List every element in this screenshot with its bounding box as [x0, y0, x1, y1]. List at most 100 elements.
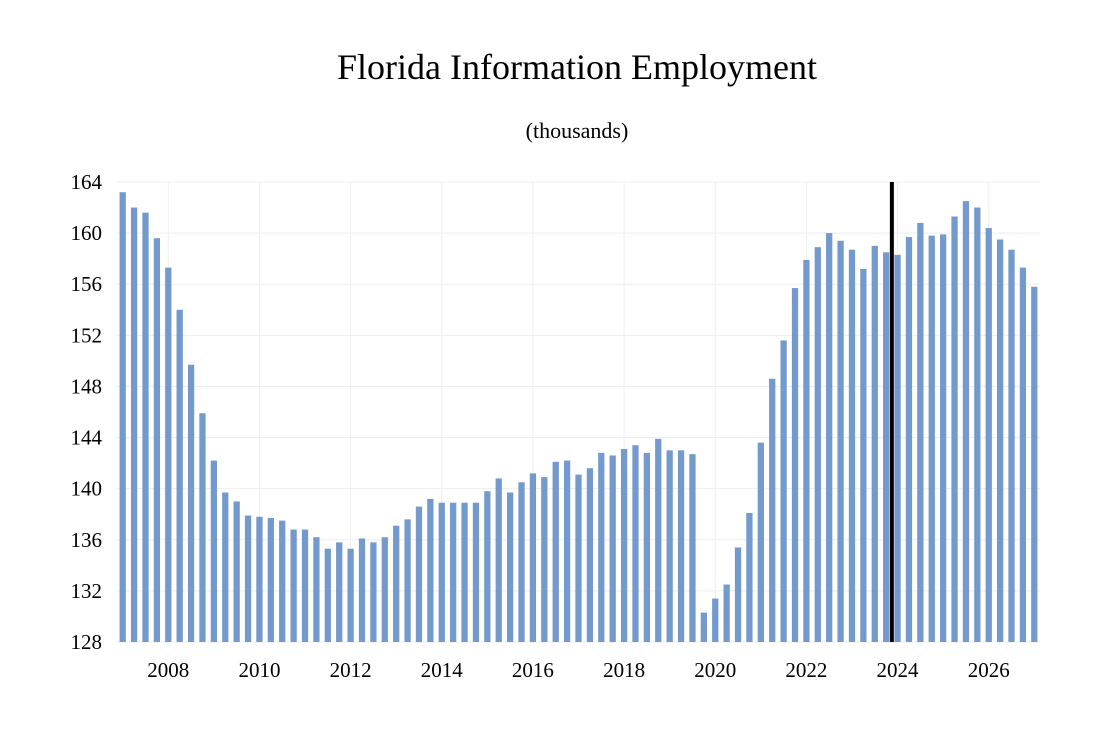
bar [370, 542, 377, 642]
bar [484, 491, 491, 642]
bar [153, 238, 161, 642]
x-tick-label: 2020 [694, 658, 736, 682]
bar [871, 245, 878, 642]
bar [677, 450, 685, 642]
bar [1019, 267, 1027, 642]
x-tick-label: 2016 [512, 658, 554, 682]
y-tick-label: 156 [71, 272, 103, 296]
bar [700, 612, 707, 642]
bar [826, 233, 833, 642]
bar [541, 477, 548, 642]
bar [324, 548, 331, 642]
bar [210, 460, 217, 642]
bar [450, 502, 457, 642]
bar [985, 228, 992, 642]
bar [962, 201, 970, 642]
y-tick-label: 128 [71, 630, 103, 654]
bar [894, 254, 901, 643]
bar [199, 413, 206, 642]
x-tick-label: 2008 [147, 658, 189, 682]
bar [757, 442, 764, 642]
bar [393, 525, 400, 642]
bar [1008, 249, 1015, 642]
bar [233, 501, 240, 642]
bar [404, 519, 411, 642]
y-tick-label: 164 [71, 170, 103, 194]
bar [974, 207, 981, 643]
bar [575, 474, 582, 642]
bar [723, 584, 730, 642]
chart-subtitle: (thousands) [526, 118, 629, 143]
bar [814, 247, 821, 642]
bar [256, 516, 263, 642]
bar [427, 498, 434, 642]
bar [598, 452, 605, 642]
bar [746, 512, 753, 642]
bar [883, 252, 890, 642]
bar [472, 502, 480, 642]
bar [666, 450, 673, 642]
bar [529, 473, 537, 642]
bar [860, 268, 867, 642]
bar [313, 537, 320, 642]
y-tick-label: 140 [71, 477, 103, 501]
bar [928, 235, 935, 642]
bar [495, 478, 502, 642]
bar-layer [119, 192, 1038, 643]
bar [563, 460, 571, 642]
bar [279, 520, 286, 642]
x-tick-label: 2010 [238, 658, 280, 682]
bar [165, 267, 172, 642]
bar [461, 502, 468, 642]
bar [791, 288, 799, 642]
y-tick-label: 152 [71, 323, 103, 347]
y-tick-label: 148 [71, 374, 103, 398]
bar [119, 192, 126, 642]
bar [1031, 286, 1038, 642]
bar [689, 454, 696, 642]
bar [586, 468, 594, 642]
x-tick-label: 2022 [785, 658, 827, 682]
bar [506, 492, 514, 642]
bar [552, 461, 559, 642]
bar [347, 548, 354, 642]
bar [222, 492, 229, 642]
bar [609, 455, 616, 642]
y-tick-label: 160 [71, 221, 103, 245]
bar [632, 445, 639, 642]
bar [940, 234, 947, 642]
bar [655, 438, 662, 642]
bar [951, 216, 958, 642]
bar [381, 537, 388, 642]
bar [301, 529, 309, 642]
bar [415, 506, 423, 642]
bar [142, 212, 149, 642]
bar [803, 259, 810, 642]
bar [848, 249, 856, 642]
bar [438, 502, 445, 642]
bar [837, 240, 844, 642]
x-tick-label: 2024 [877, 658, 920, 682]
bar [917, 222, 924, 642]
y-axis: 128 132 136 140 144 148 152 156 160 164 [71, 170, 103, 654]
x-tick-label: 2018 [603, 658, 645, 682]
x-axis: 2008 2010 2012 2014 2016 2018 2020 2022 2024 2026 [147, 658, 1009, 682]
bar [187, 364, 195, 642]
x-tick-label: 2012 [330, 658, 372, 682]
bar [176, 309, 183, 642]
chart-title: Florida Information Employment [337, 47, 817, 87]
bar [518, 482, 525, 642]
bar [905, 236, 913, 642]
y-tick-label: 132 [71, 579, 103, 603]
bar [769, 378, 776, 642]
bar [290, 529, 297, 642]
bar [130, 207, 138, 643]
bar [643, 452, 651, 642]
y-tick-label: 144 [71, 426, 103, 450]
bar [358, 538, 366, 642]
x-tick-label: 2026 [968, 658, 1010, 682]
bar [996, 239, 1004, 642]
x-tick-label: 2014 [421, 658, 464, 682]
